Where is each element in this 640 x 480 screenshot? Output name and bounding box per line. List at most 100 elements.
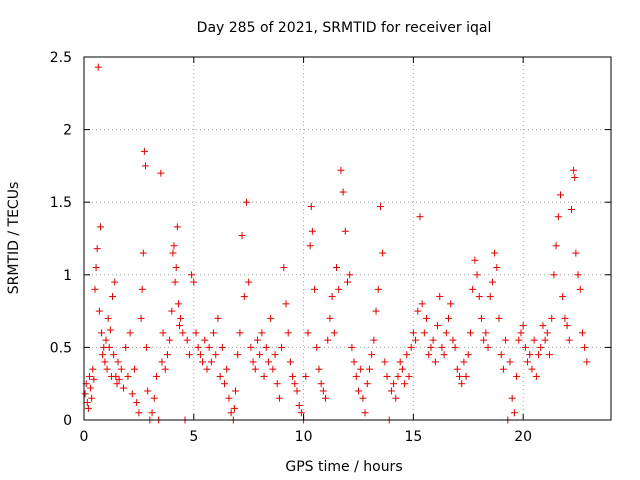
data-point <box>253 336 261 344</box>
data-point <box>126 329 134 337</box>
data-point <box>571 174 579 182</box>
data-point <box>291 380 299 388</box>
data-point <box>101 358 109 366</box>
x-tick-label: 5 <box>189 429 198 445</box>
data-point <box>337 166 345 174</box>
data-point <box>105 343 113 351</box>
grid <box>84 57 611 420</box>
data-point <box>407 343 415 351</box>
data-point <box>205 343 213 351</box>
data-point <box>284 329 292 337</box>
data-point <box>122 343 130 351</box>
data-point <box>141 162 149 170</box>
data-point <box>526 351 534 359</box>
data-point <box>112 372 120 380</box>
data-point <box>148 409 156 417</box>
data-point <box>552 242 560 250</box>
data-point <box>401 380 409 388</box>
data-point <box>350 358 358 366</box>
data-point <box>574 271 582 279</box>
data-point <box>271 351 279 359</box>
data-point <box>477 314 485 322</box>
data-point <box>137 314 145 322</box>
data-point <box>115 375 123 383</box>
data-point <box>495 314 503 322</box>
data-point <box>394 372 402 380</box>
data-point <box>348 343 356 351</box>
data-point <box>113 380 121 388</box>
data-point <box>103 365 111 373</box>
data-point <box>179 329 187 337</box>
data-point <box>539 322 547 330</box>
data-point <box>171 278 179 286</box>
data-point <box>535 351 543 359</box>
data-point <box>234 351 242 359</box>
data-point <box>368 351 376 359</box>
y-tick-label: 0.5 <box>50 340 72 356</box>
data-point <box>140 147 148 155</box>
data-point <box>91 285 99 293</box>
data-point <box>203 365 211 373</box>
data-point <box>106 326 114 334</box>
data-point <box>131 365 139 373</box>
data-point <box>324 336 332 344</box>
data-point <box>359 394 367 402</box>
data-point <box>188 271 196 279</box>
data-point <box>328 293 336 301</box>
y-tick-label: 1 <box>63 268 72 284</box>
data-point <box>412 336 420 344</box>
data-point <box>81 390 89 398</box>
x-tick-label: 0 <box>80 429 89 445</box>
data-point <box>225 394 233 402</box>
data-point <box>173 223 181 231</box>
data-point <box>199 358 207 366</box>
data-point <box>207 358 215 366</box>
data-point <box>429 336 437 344</box>
data-point <box>482 329 490 337</box>
data-point <box>150 394 158 402</box>
data-point <box>471 256 479 264</box>
data-point <box>319 387 327 395</box>
data-point <box>352 372 360 380</box>
data-point <box>133 399 141 407</box>
data-point <box>120 384 128 392</box>
data-point <box>144 387 152 395</box>
data-point <box>169 249 177 257</box>
data-point <box>381 358 389 366</box>
data-point <box>249 358 257 366</box>
data-point <box>344 278 351 286</box>
data-point <box>194 343 202 351</box>
data-point <box>190 278 198 286</box>
data-point <box>212 351 220 359</box>
data-point <box>227 409 235 417</box>
data-point <box>396 358 404 366</box>
data-point <box>425 351 433 359</box>
data-point <box>313 343 321 351</box>
data-points <box>81 63 591 424</box>
x-tick-label: 15 <box>404 429 422 445</box>
data-point <box>515 336 523 344</box>
data-point <box>174 300 182 308</box>
chart-title: Day 285 of 2021, SRMTID for receiver iqa… <box>197 20 492 36</box>
data-point <box>317 380 325 388</box>
data-point <box>157 169 165 177</box>
data-point <box>458 380 466 388</box>
data-point <box>83 399 91 407</box>
data-point <box>87 384 95 392</box>
data-point <box>392 394 400 402</box>
data-point <box>480 336 488 344</box>
data-point <box>110 351 118 359</box>
data-point <box>302 372 310 380</box>
data-point <box>451 343 459 351</box>
data-point <box>390 380 398 388</box>
data-point <box>460 358 468 366</box>
data-point <box>85 372 93 380</box>
data-point <box>95 307 103 315</box>
data-point <box>357 365 365 373</box>
data-point <box>445 314 453 322</box>
data-point <box>576 285 584 293</box>
data-point <box>135 409 143 417</box>
data-point <box>89 365 97 373</box>
data-point <box>93 245 101 253</box>
data-point <box>374 285 382 293</box>
